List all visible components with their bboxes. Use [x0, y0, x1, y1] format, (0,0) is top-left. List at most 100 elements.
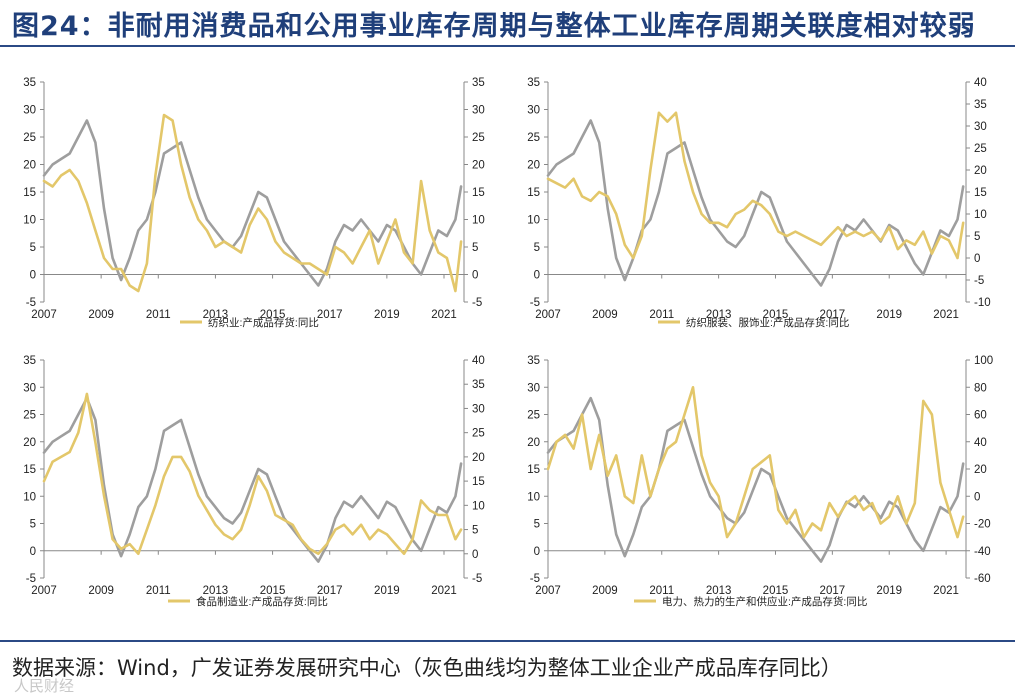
- chart-panel-1: -5 0 5 10 15 20 25 30 35 -5 0 5 10 15 20 25 30 35 2007 2009…: [23, 77, 485, 329]
- legend-label: 电力、热力的生产和供应业:产成品存货:同比: [662, 595, 867, 608]
- series-line-overall-industry: [546, 396, 965, 563]
- series-line-sector: [546, 111, 965, 260]
- x-tick-label: 2019: [374, 585, 400, 597]
- y-right-tick-label: 100: [974, 355, 993, 367]
- y-left-tick-label: 20: [23, 437, 36, 449]
- y-left-tick-label: -5: [530, 573, 540, 585]
- legend-label: 纺织业:产成品存货:同比: [208, 316, 319, 329]
- x-tick-label: 2017: [317, 309, 343, 321]
- y-left-tick-label: 25: [527, 410, 540, 422]
- series-line-overall-industry: [42, 119, 463, 287]
- x-tick-label: 2013: [203, 585, 229, 597]
- x-tick-label: 2021: [933, 585, 959, 597]
- series-line-sector: [546, 385, 965, 539]
- y-left-tick-label: 20: [23, 160, 36, 172]
- x-tick-label: 2017: [820, 585, 846, 597]
- y-left-tick-label: 20: [527, 437, 540, 449]
- y-left-tick-label: 25: [527, 132, 540, 144]
- y-right-tick-label: 20: [974, 464, 987, 476]
- y-right-tick-label: -5: [472, 297, 482, 309]
- series-line-overall-industry: [42, 396, 463, 563]
- y-right-tick-label: 10: [472, 500, 485, 512]
- y-left-tick-label: 5: [30, 519, 36, 531]
- y-left-tick-label: 30: [527, 105, 540, 117]
- y-right-tick-label: 20: [974, 165, 987, 177]
- watermark: 人民财经: [14, 677, 75, 695]
- y-left-tick-label: 15: [527, 464, 540, 476]
- y-left-tick-label: -5: [26, 297, 36, 309]
- source-divider: [0, 640, 1015, 642]
- y-right-tick-label: 30: [472, 105, 485, 117]
- y-right-tick-label: 10: [974, 209, 987, 221]
- y-left-tick-label: 15: [23, 187, 36, 199]
- y-left-tick-label: 25: [23, 410, 36, 422]
- x-tick-label: 2021: [933, 309, 959, 321]
- x-tick-label: 2009: [592, 309, 618, 321]
- y-right-tick-label: 10: [472, 215, 485, 227]
- y-left-tick-label: 0: [30, 546, 36, 558]
- y-right-tick-label: -10: [974, 297, 991, 309]
- chart-panel-4: -5 0 5 10 15 20 25 30 35 -60 -40 -20 0 20 40 60 80 100 200…: [527, 355, 993, 608]
- y-right-tick-label: 40: [974, 77, 987, 89]
- x-tick-label: 2013: [706, 309, 732, 321]
- x-tick-label: 2019: [876, 585, 902, 597]
- y-left-tick-label: 10: [23, 215, 36, 227]
- chart-panel-3: -5 0 5 10 15 20 25 30 35 -5 0 5 10 15 20 25 30 35 40 2007 20…: [23, 355, 485, 608]
- y-left-tick-label: 10: [527, 215, 540, 227]
- y-right-tick-label: 40: [974, 437, 987, 449]
- y-right-tick-label: -40: [974, 546, 991, 558]
- charts-canvas: -5 0 5 10 15 20 25 30 35 -5 0 5 10 15 20 25 30 35 2007 2009…: [23, 77, 993, 608]
- x-tick-label: 2019: [876, 309, 902, 321]
- x-tick-label: 2015: [260, 309, 286, 321]
- y-left-tick-label: 5: [534, 519, 540, 531]
- y-left-tick-label: 35: [527, 77, 540, 89]
- x-tick-label: 2011: [146, 309, 171, 321]
- y-right-tick-label: -5: [974, 275, 984, 287]
- series-line-sector: [42, 113, 463, 293]
- x-tick-label: 2015: [763, 585, 789, 597]
- y-left-tick-label: 5: [30, 242, 36, 254]
- y-right-tick-label: 35: [472, 379, 485, 391]
- y-right-tick-label: 60: [974, 410, 987, 422]
- y-right-tick-label: 20: [472, 452, 485, 464]
- y-right-tick-label: -5: [472, 573, 482, 585]
- x-tick-label: 2013: [706, 585, 732, 597]
- y-left-tick-label: 25: [23, 132, 36, 144]
- y-left-tick-label: 15: [23, 464, 36, 476]
- y-right-tick-label: 0: [472, 270, 478, 282]
- legend-label: 食品制造业:产成品存货:同比: [196, 595, 328, 608]
- y-left-tick-label: 10: [23, 491, 36, 503]
- title-divider: [0, 45, 1015, 47]
- x-tick-label: 2009: [88, 309, 114, 321]
- y-right-tick-label: 40: [472, 355, 485, 367]
- y-left-tick-label: -5: [26, 573, 36, 585]
- x-tick-label: 2011: [649, 309, 674, 321]
- y-right-tick-label: 5: [472, 525, 478, 537]
- y-right-tick-label: 0: [974, 253, 980, 265]
- y-right-tick-label: 0: [472, 549, 478, 561]
- y-left-tick-label: 35: [23, 77, 36, 89]
- x-tick-label: 2015: [763, 309, 789, 321]
- x-tick-label: 2007: [535, 585, 561, 597]
- x-tick-label: 2013: [203, 309, 229, 321]
- y-left-tick-label: 30: [23, 105, 36, 117]
- y-left-tick-label: 0: [534, 270, 540, 282]
- x-tick-label: 2009: [88, 585, 114, 597]
- y-right-tick-label: 15: [974, 187, 987, 199]
- y-right-tick-label: 30: [472, 403, 485, 415]
- y-right-tick-label: 5: [974, 231, 980, 243]
- y-left-tick-label: 5: [534, 242, 540, 254]
- y-right-tick-label: 5: [472, 242, 478, 254]
- y-right-tick-label: 15: [472, 476, 485, 488]
- x-tick-label: 2011: [146, 585, 171, 597]
- x-tick-label: 2021: [431, 309, 457, 321]
- y-left-tick-label: 0: [30, 270, 36, 282]
- title-bar: 图24：非耐用消费品和公用事业库存周期与整体工业库存周期关联度相对较弱: [0, 0, 1015, 48]
- y-right-tick-label: 35: [974, 99, 987, 111]
- x-tick-label: 2009: [592, 585, 618, 597]
- y-left-tick-label: 20: [527, 160, 540, 172]
- chart-panel-2: -5 0 5 10 15 20 25 30 35 -10 -5 0 5 10 15 20 25 30 35 40 200…: [527, 77, 990, 329]
- figure-title: 图24：非耐用消费品和公用事业库存周期与整体工业库存周期关联度相对较弱: [12, 11, 976, 42]
- x-tick-label: 2017: [820, 309, 846, 321]
- x-tick-label: 2011: [649, 585, 674, 597]
